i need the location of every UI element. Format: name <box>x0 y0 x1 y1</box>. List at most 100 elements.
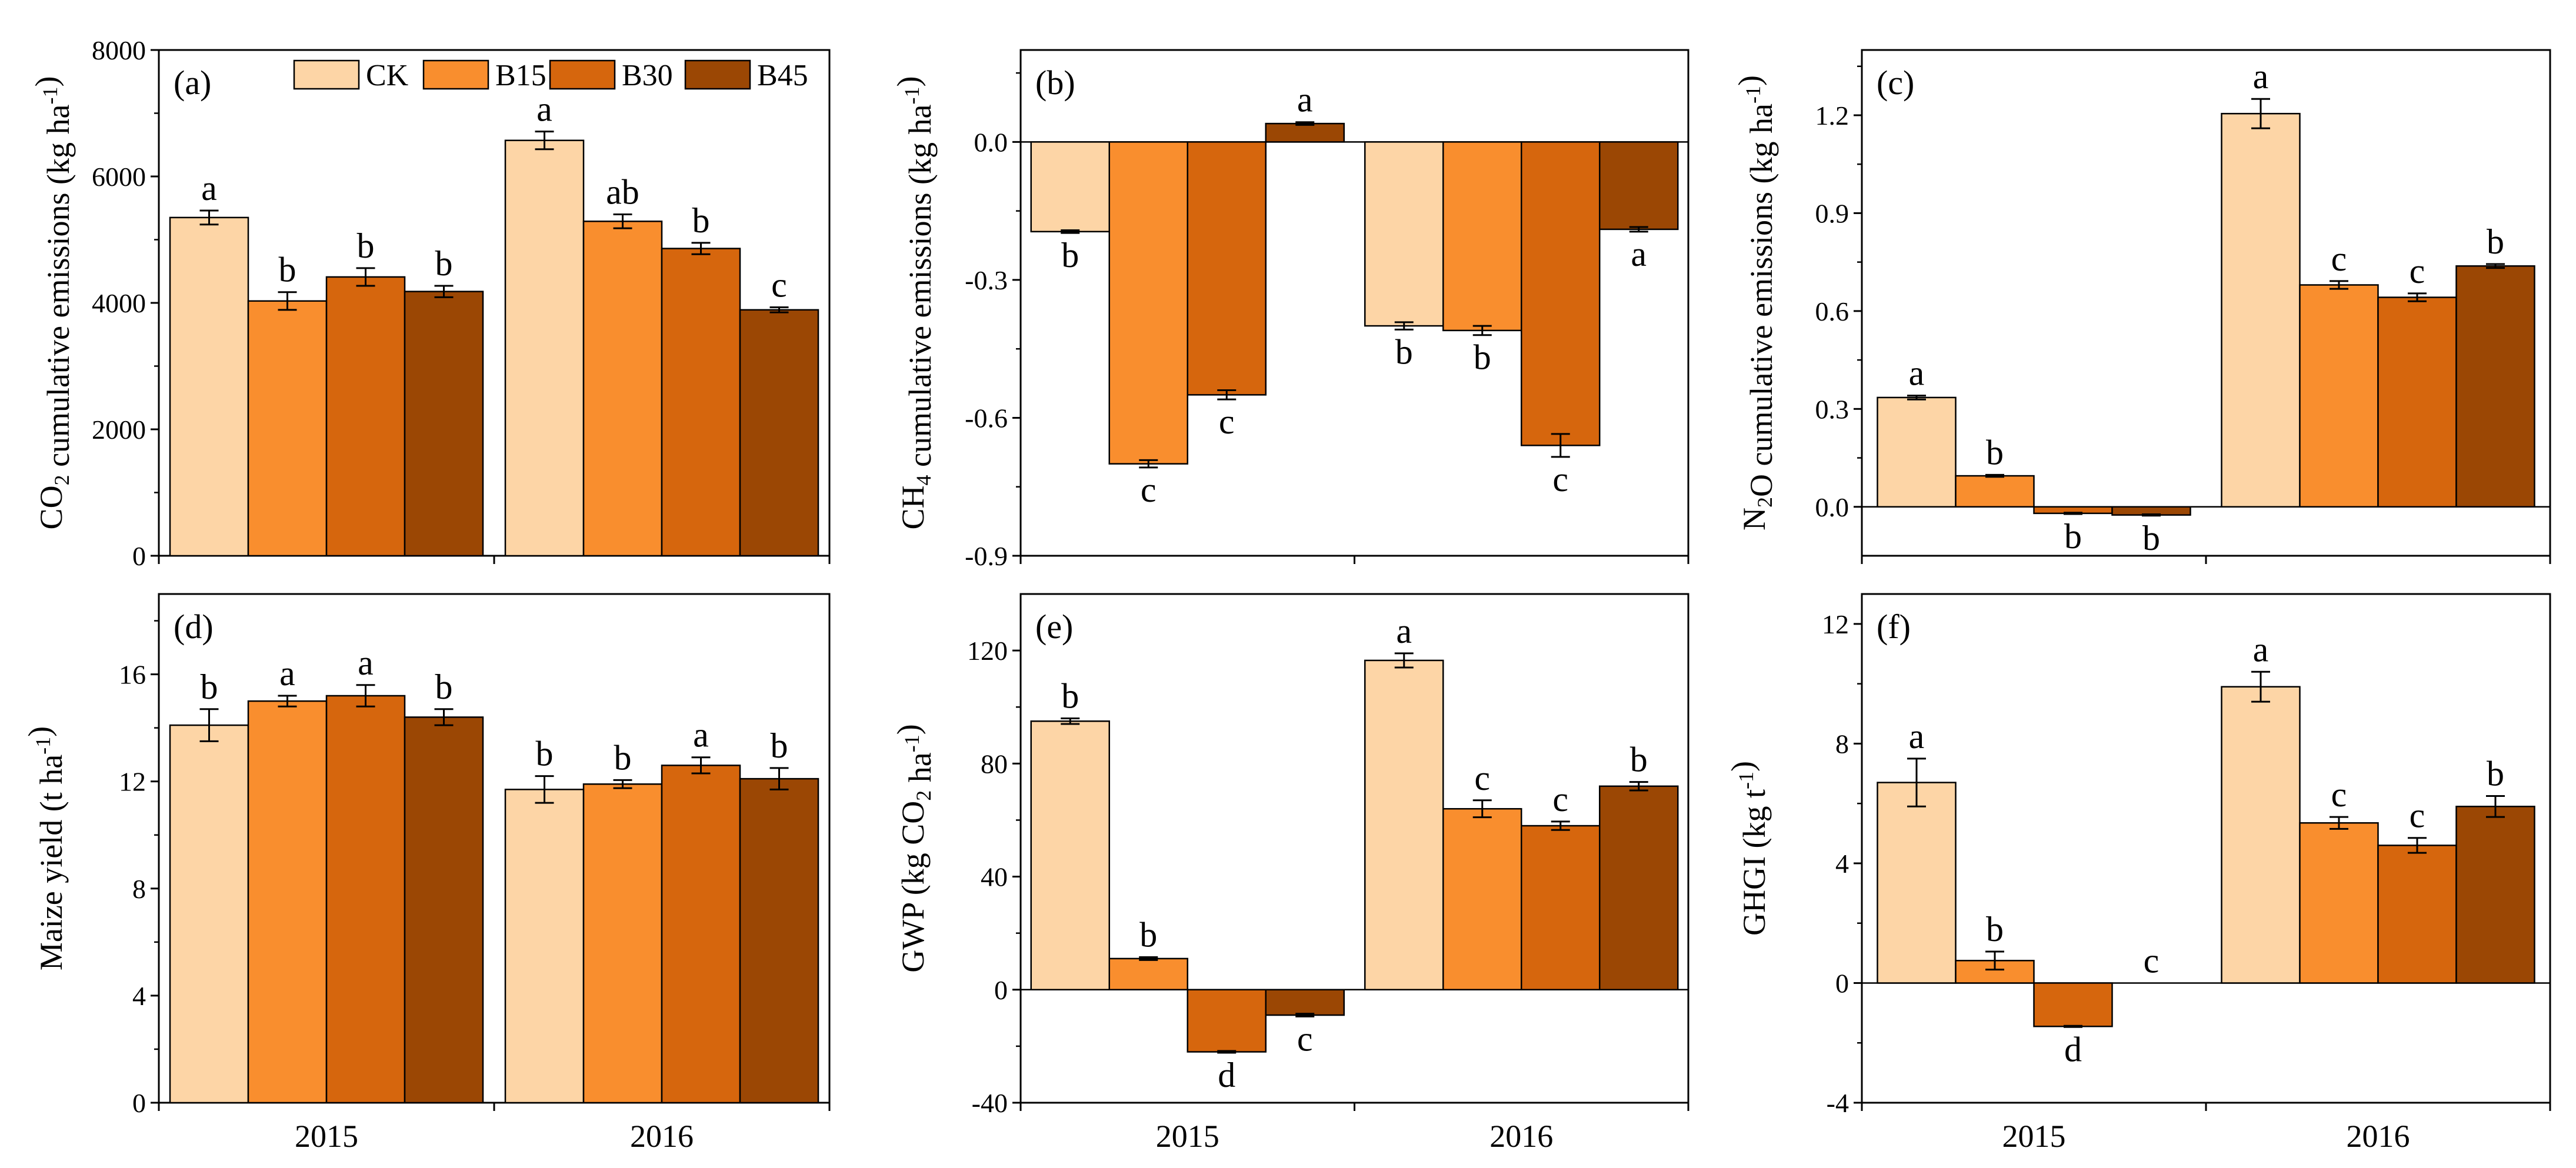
significance-letter: b <box>201 668 218 706</box>
legend-swatch-b15 <box>422 59 489 90</box>
panel-label: (b) <box>1035 64 1075 102</box>
significance-letter: c <box>1552 780 1568 819</box>
y-tick-label: 80 <box>981 749 1008 779</box>
significance-letter: b <box>1395 332 1413 371</box>
significance-letter: c <box>2144 941 2160 980</box>
y-tick-label: 0.6 <box>1815 296 1849 326</box>
significance-letter: a <box>1297 81 1313 119</box>
significance-letter: b <box>692 201 710 240</box>
significance-letter: ab <box>606 173 639 212</box>
significance-letter: c <box>1552 460 1568 499</box>
panel-label: (f) <box>1877 608 1911 646</box>
significance-letter: b <box>1139 916 1157 955</box>
significance-letter: c <box>2331 239 2347 278</box>
bar-b30-2016 <box>661 248 741 557</box>
bar-b30-2016 <box>1521 825 1601 991</box>
significance-letter: a <box>279 654 295 693</box>
significance-letter: c <box>1141 470 1157 509</box>
bar-ck-2015 <box>1030 141 1110 233</box>
x-tick-label: 2016 <box>1489 1119 1553 1154</box>
significance-letter: d <box>2064 1030 2082 1069</box>
legend: CK B15 B30 B45 <box>293 59 808 92</box>
legend-swatch-b45 <box>684 59 751 90</box>
bar-b30-2015 <box>2033 982 2113 1027</box>
bar-b30-2015 <box>325 276 406 557</box>
significance-letter: b <box>1061 236 1079 275</box>
bar-ck-2015 <box>1877 396 1957 508</box>
y-axis-label: CO2 cumulative emissions (kg ha-1) <box>29 76 76 530</box>
significance-letter: a <box>693 716 709 755</box>
y-axis-label: GHGI (kg t-1) <box>1725 761 1772 936</box>
bar-b30-2016 <box>1521 141 1601 446</box>
legend-label-b45: B45 <box>757 59 808 92</box>
significance-letter: b <box>771 726 788 765</box>
x-tick-label: 2016 <box>630 1119 694 1154</box>
bar-b30-2016 <box>661 765 741 1104</box>
significance-letter: a <box>201 169 217 208</box>
y-tick-label: 8 <box>1835 729 1849 759</box>
bar-b15-2015 <box>1108 141 1188 465</box>
bar-ck-2015 <box>169 724 249 1104</box>
y-tick-label: 0 <box>994 975 1008 1005</box>
bar-b45-2015 <box>1265 989 1345 1016</box>
y-tick-label: 8 <box>132 874 146 904</box>
y-axis-label: GWP (kg CO2 ha-1) <box>891 724 938 972</box>
bar-b30-2015 <box>1187 141 1267 396</box>
bar-b45-2016 <box>1599 141 1679 231</box>
y-axis-label: Maize yield (t ha-1) <box>22 726 69 970</box>
bar-b45-2016 <box>1599 785 1679 991</box>
y-tick-label: 0.0 <box>974 127 1008 157</box>
significance-letter: b <box>1061 676 1079 715</box>
bar-ck-2015 <box>169 216 249 557</box>
bar-b45-2015 <box>404 716 484 1104</box>
bar-ck-2015 <box>1030 720 1110 991</box>
y-tick-label: 8000 <box>92 35 146 65</box>
significance-letter: a <box>358 643 374 682</box>
y-axis-label: CH4 cumulative emissions (kg ha-1) <box>891 76 938 530</box>
bar-b15-2015 <box>1108 957 1188 991</box>
y-tick-label: 16 <box>119 660 146 690</box>
significance-letter: a <box>1631 235 1647 273</box>
panel-label: (a) <box>174 64 211 102</box>
y-tick-label: 4 <box>132 981 146 1011</box>
significance-letter: b <box>2487 222 2504 261</box>
significance-letter: b <box>279 251 296 289</box>
bar-ck-2016 <box>1364 141 1444 327</box>
significance-letter: b <box>2487 754 2504 793</box>
significance-letter: b <box>1986 910 2004 949</box>
significance-letter: b <box>2142 519 2160 558</box>
bar-b45-2015 <box>404 291 484 557</box>
bar-b15-2016 <box>2299 822 2379 984</box>
significance-letter: a <box>2253 630 2269 669</box>
y-tick-label: 0.9 <box>1815 198 1849 228</box>
y-tick-label: 40 <box>981 862 1008 892</box>
bar-ck-2016 <box>504 139 585 557</box>
bar-b15-2015 <box>247 300 328 557</box>
bar-b45-2016 <box>739 777 819 1104</box>
y-tick-label: 0 <box>132 541 146 571</box>
significance-letter: b <box>536 735 554 773</box>
bar-b45-2016 <box>2455 265 2535 508</box>
significance-letter: b <box>1630 740 1648 779</box>
x-tick-label: 2015 <box>295 1119 358 1154</box>
significance-letter: b <box>614 738 632 777</box>
bar-b15-2016 <box>2299 284 2379 508</box>
legend-swatch-ck <box>293 59 360 90</box>
panel-a: 0 2000 4000 6000 8000 CO2 cumulative emission… <box>29 35 831 571</box>
y-tick-label: 0.3 <box>1815 394 1849 424</box>
y-tick-label: 12 <box>119 767 146 797</box>
bar-ck-2015 <box>1877 782 1957 984</box>
significance-letter: c <box>771 266 787 305</box>
significance-letter: b <box>357 226 375 265</box>
bar-ck-2016 <box>2221 686 2301 984</box>
bar-b30-2016 <box>2377 845 2457 984</box>
significance-letter: c <box>1474 759 1490 797</box>
y-tick-label: -0.3 <box>965 265 1008 295</box>
panel-f: -4 0 4 8 12 GHGI (kg t-1) (f) a b d c a c c b 2015 2016 <box>1725 593 2551 1154</box>
bar-b45-2015 <box>1265 122 1345 143</box>
y-tick-label: -40 <box>972 1088 1008 1118</box>
bar-b45-2016 <box>739 309 819 557</box>
panel-c: 0.0 0.3 0.6 0.9 1.2 N2O cumulative emissions … <box>1732 49 2551 564</box>
y-tick-label: 4000 <box>92 288 146 318</box>
bar-b15-2015 <box>247 700 328 1104</box>
